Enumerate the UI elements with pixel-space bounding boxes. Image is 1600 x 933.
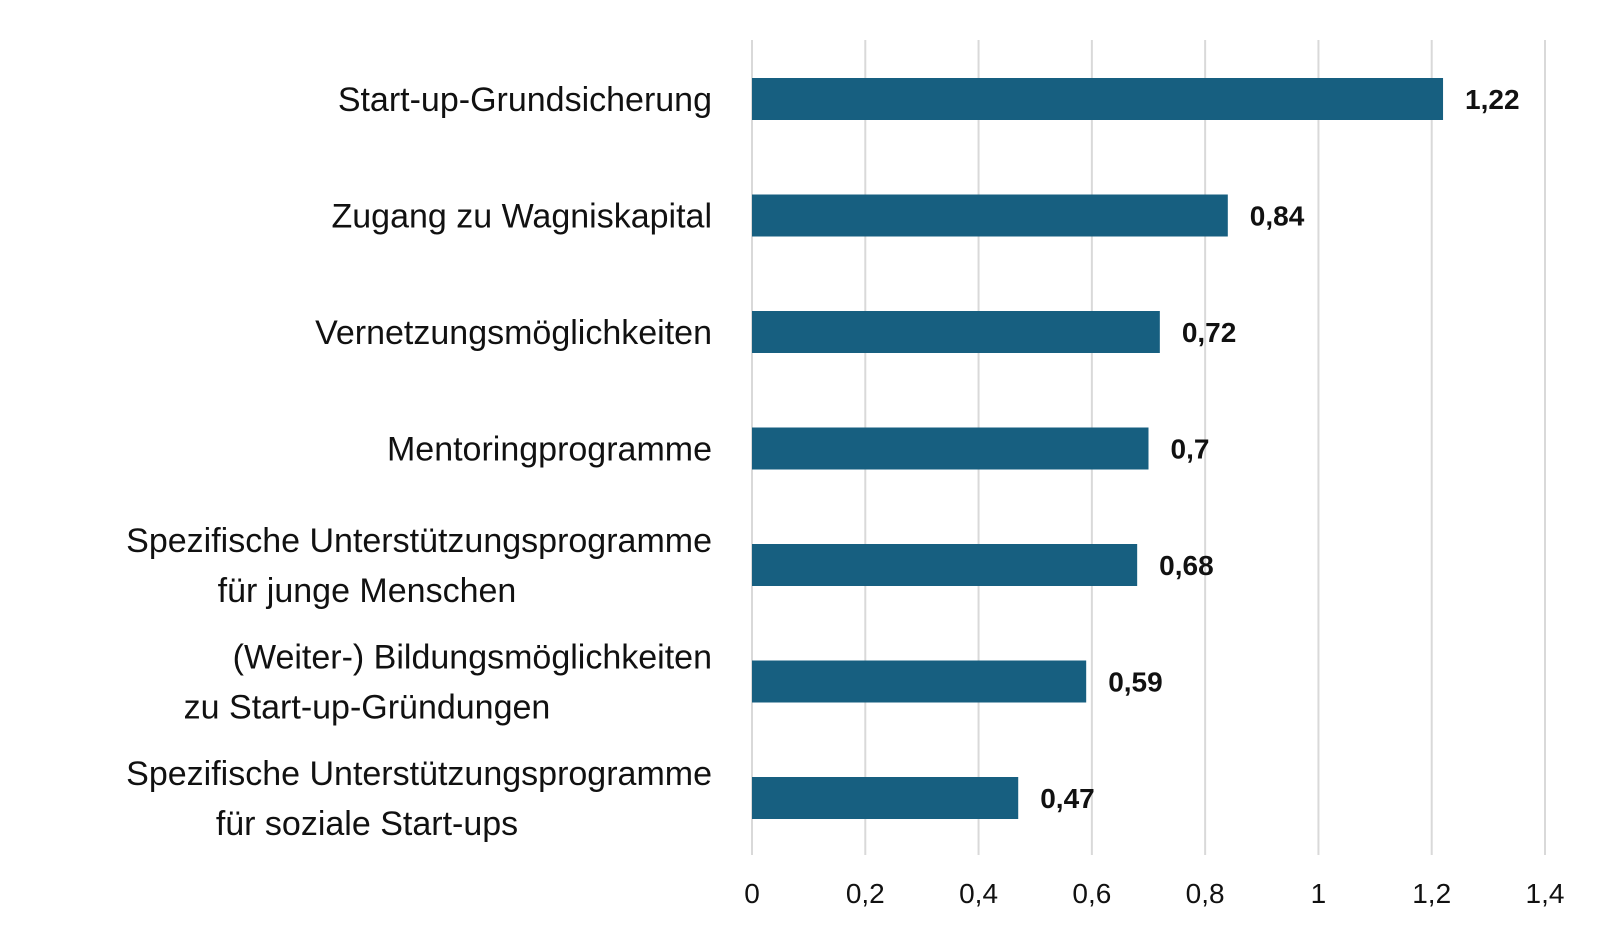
category-label-line: Vernetzungsmöglichkeiten xyxy=(315,314,712,352)
data-label: 0,59 xyxy=(1108,667,1163,698)
category-label-line: zu Start-up-Gründungen xyxy=(184,689,551,727)
x-tick-label: 0,2 xyxy=(846,878,885,909)
bar xyxy=(752,311,1160,353)
bar xyxy=(752,78,1444,120)
x-tick-label: 0 xyxy=(744,878,760,909)
category-label-line: (Weiter-) Bildungsmöglichkeiten xyxy=(233,639,712,677)
bars xyxy=(752,78,1444,819)
x-axis-tick-labels: 0 0,2 0,4 0,6 0,8 1 1,2 1,4 xyxy=(744,878,1564,909)
x-tick-label: 0,8 xyxy=(1186,878,1225,909)
bar xyxy=(752,777,1019,819)
x-tick-label: 1,4 xyxy=(1526,878,1565,909)
x-tick-label: 1 xyxy=(1311,878,1327,909)
bar xyxy=(752,194,1228,237)
category-label: Start-up-Grundsicherung xyxy=(338,81,712,119)
x-tick-label: 1,2 xyxy=(1412,878,1451,909)
data-label: 0,68 xyxy=(1159,550,1214,581)
category-label: Spezifische Unterstützungsprogramme für s… xyxy=(126,755,712,843)
x-tick-label: 0,4 xyxy=(959,878,998,909)
bar xyxy=(752,660,1087,703)
data-label: 0,47 xyxy=(1040,783,1095,814)
data-label: 0,84 xyxy=(1250,201,1305,232)
bar xyxy=(752,427,1149,470)
x-tick-label: 0,6 xyxy=(1072,878,1111,909)
bar xyxy=(752,544,1138,586)
value-labels: 1,22 0,84 0,72 0,7 0,68 0,59 0,47 xyxy=(1040,84,1519,814)
data-label: 0,7 xyxy=(1171,434,1210,465)
category-label: Vernetzungsmöglichkeiten xyxy=(315,314,712,352)
category-label-line: Zugang zu Wagniskapital xyxy=(331,198,712,236)
category-label: Spezifische Unterstützungsprogramme für j… xyxy=(126,522,712,610)
category-label-line: Spezifische Unterstützungsprogramme xyxy=(126,522,712,560)
data-label: 0,72 xyxy=(1182,317,1237,348)
category-label-line: Mentoringprogramme xyxy=(387,431,712,469)
category-labels: Start-up-Grundsicherung Zugang zu Wagnisk… xyxy=(126,81,712,843)
category-label: Mentoringprogramme xyxy=(387,431,712,469)
data-label: 1,22 xyxy=(1465,84,1520,115)
category-label: Zugang zu Wagniskapital xyxy=(331,198,712,236)
category-label-line: für soziale Start-ups xyxy=(216,805,518,843)
category-label-line: Start-up-Grundsicherung xyxy=(338,81,712,119)
category-label-line: Spezifische Unterstützungsprogramme xyxy=(126,755,712,793)
category-label: (Weiter-) Bildungsmöglichkeiten zu Start-… xyxy=(184,639,712,727)
category-label-line: für junge Menschen xyxy=(218,572,517,610)
